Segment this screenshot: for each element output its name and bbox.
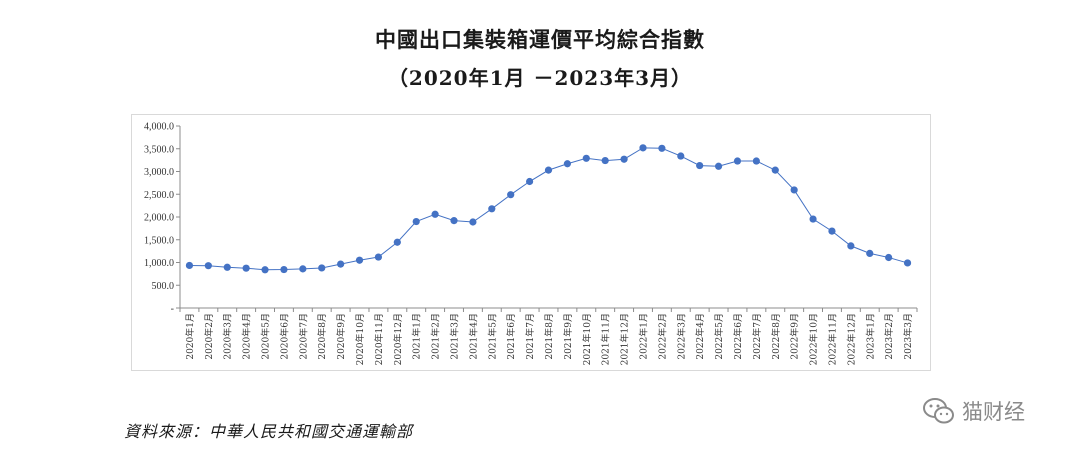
x-tick-label: 2022年7月 [751, 313, 763, 360]
data-point [866, 249, 874, 257]
x-tick-label: 2020年9月 [335, 313, 347, 360]
line-chart: - 500.0 1,000.0 1,500.0 2,000.0 2,500.0 3,000.… [144, 122, 918, 365]
x-tick-label: 2020年3月 [222, 313, 234, 360]
data-point [828, 227, 836, 235]
data-point [677, 152, 685, 160]
x-tick-label: 2021年7月 [524, 313, 536, 360]
data-point [299, 265, 307, 273]
x-tick-label: 2022年5月 [713, 313, 725, 360]
data-point [601, 156, 609, 165]
x-tick-label: 2020年6月 [278, 313, 290, 360]
x-tick-label: 2021年5月 [486, 313, 498, 360]
x-tick-label: 2023年1月 [864, 313, 876, 360]
data-point [639, 144, 647, 152]
data-point [431, 210, 439, 218]
y-tick-label: 1,500.0 [144, 235, 174, 246]
data-point [318, 264, 326, 272]
x-tick-label: 2021年11月 [600, 313, 612, 365]
data-point [526, 177, 534, 186]
chart-subtitle: （2020年1月 －2023年3月） [387, 66, 693, 90]
y-tick-label: 1,000.0 [144, 258, 174, 269]
data-point [488, 205, 496, 213]
x-tick-label: 2021年2月 [430, 313, 442, 360]
x-tick-label: 2021年10月 [581, 313, 593, 365]
watermark-text: 猫财经 [962, 400, 1025, 424]
y-tick-label: - [171, 304, 174, 315]
x-tick-label: 2021年8月 [543, 313, 555, 360]
data-point [563, 160, 571, 168]
data-point [885, 253, 893, 262]
wechat-icon [923, 398, 954, 424]
data-point [507, 191, 515, 199]
data-point [658, 144, 666, 152]
data-point [374, 253, 383, 261]
y-tick-label: 3,500.0 [144, 144, 174, 155]
x-tick-label: 2022年2月 [656, 313, 668, 360]
y-tick-label: 500.0 [152, 281, 175, 292]
x-tick-label: 2020年1月 [184, 313, 196, 360]
x-tick-label: 2020年4月 [241, 313, 253, 360]
x-tick-label: 2022年12月 [845, 313, 857, 365]
y-tick-label: 2,000.0 [144, 213, 174, 224]
data-point [412, 217, 420, 226]
x-tick-label: 2023年2月 [883, 313, 895, 360]
data-point [242, 264, 250, 272]
x-tick-label: 2020年7月 [297, 313, 309, 360]
data-point [582, 154, 590, 162]
data-point [544, 166, 553, 174]
x-tick-label: 2022年10月 [808, 313, 820, 365]
x-tick-label: 2020年5月 [260, 313, 272, 360]
data-point [733, 157, 742, 165]
data-point [185, 261, 194, 270]
data-point [809, 215, 817, 223]
data-point [261, 266, 269, 274]
data-point [450, 217, 458, 225]
x-tick-label: 2020年2月 [203, 313, 215, 360]
x-tick-label: 2020年10月 [354, 313, 366, 365]
x-tick-label: 2022年9月 [789, 313, 801, 360]
x-tick-label: 2022年8月 [770, 313, 782, 360]
x-tick-label: 2021年4月 [467, 313, 479, 360]
source-note: 資料來源：中華人民共和國交通運輸部 [124, 422, 414, 441]
data-point [847, 242, 855, 250]
chart-title: 中國出口集裝箱運價平均綜合指數 [375, 27, 705, 52]
watermark: 猫财经 [922, 393, 1025, 429]
data-point [223, 263, 231, 271]
x-tick-label: 2021年12月 [619, 313, 631, 365]
x-tick-label: 2021年3月 [449, 313, 461, 360]
x-tick-label: 2022年3月 [675, 313, 687, 360]
data-point [337, 260, 345, 268]
data-point [280, 265, 288, 274]
chart-frame: - 500.0 1,000.0 1,500.0 2,000.0 2,500.0 3,000.… [131, 114, 931, 371]
y-tick-label: 4,000.0 [144, 122, 174, 133]
data-point [714, 162, 723, 170]
data-point [696, 161, 704, 170]
x-tick-label: 2023年3月 [902, 313, 914, 360]
x-tick-label: 2021年1月 [411, 313, 423, 360]
y-tick-label: 2,500.0 [144, 190, 174, 201]
x-tick-label: 2022年1月 [637, 313, 649, 360]
x-tick-label: 2020年12月 [392, 313, 404, 365]
data-point [204, 262, 212, 270]
data-point [620, 155, 628, 163]
series-line [189, 147, 908, 271]
data-point [752, 157, 760, 165]
data-point [790, 186, 798, 194]
x-tick-label: 2020年8月 [316, 313, 328, 360]
x-tick-label: 2021年6月 [505, 313, 517, 360]
x-tick-label: 2022年4月 [694, 313, 706, 360]
x-tick-label: 2022年6月 [732, 313, 744, 360]
y-tick-label: 3,000.0 [144, 167, 174, 178]
data-point [771, 166, 779, 174]
data-point [469, 218, 477, 226]
x-tick-label: 2021年9月 [562, 313, 574, 360]
x-tick-label: 2022年11月 [826, 313, 838, 365]
x-tick-label: 2020年11月 [373, 313, 385, 365]
data-point [903, 259, 912, 267]
data-point [393, 238, 401, 246]
data-point [355, 256, 364, 264]
